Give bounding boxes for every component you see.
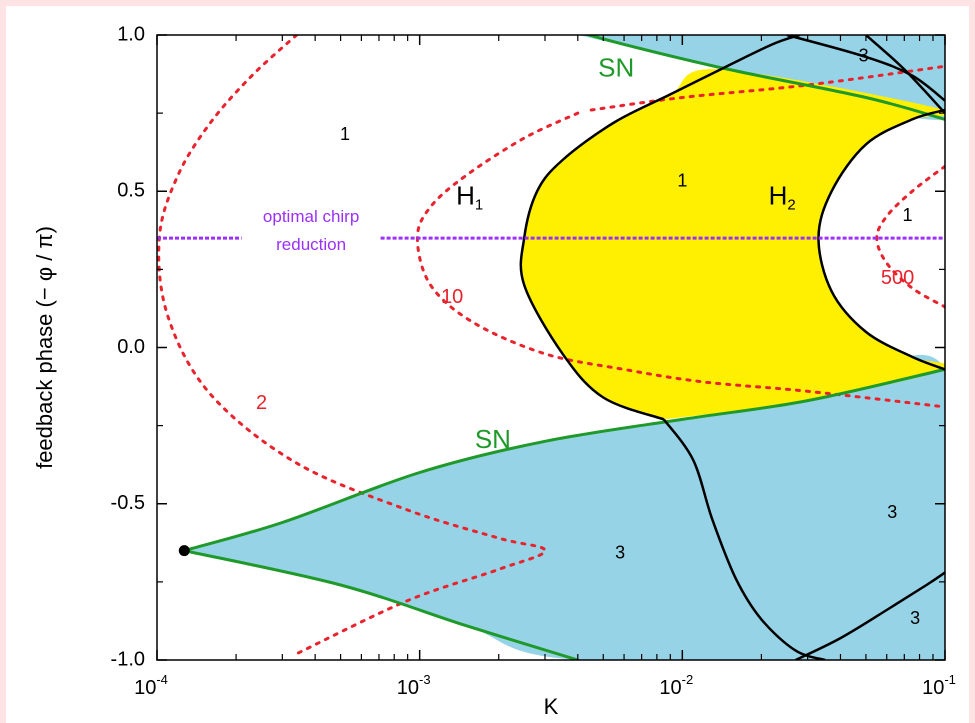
annotation-label: SN xyxy=(598,52,634,82)
hopf-curve xyxy=(662,418,826,660)
figure-frame: optimal chirp reduction 1 1 1 3 3 3 3 2 10 500 SN SN… xyxy=(6,6,969,723)
region-sn xyxy=(184,355,945,660)
annotation-label: 3 xyxy=(910,608,920,628)
axes-layer: 1.00.50.0-0.5-1.010-4 10-3 10-2 10-1Kfeedba… xyxy=(32,23,956,719)
hopf-curve xyxy=(795,571,945,660)
x-tick-exponent: -4 xyxy=(156,672,168,687)
x-tick-label: 10-4 xyxy=(134,672,168,699)
reference-line-layer: optimal chirp reduction xyxy=(157,207,945,557)
annotation-subscript: 1 xyxy=(475,196,483,213)
bifurcation-curves-layer xyxy=(183,35,945,660)
annotation-label: 1 xyxy=(340,124,350,144)
x-tick-exponent: -3 xyxy=(419,672,431,687)
y-tick-label: -1.0 xyxy=(111,648,145,670)
chirp-contours-layer xyxy=(157,35,945,656)
y-tick-label: 1.0 xyxy=(117,23,145,45)
annotation-label: 3 xyxy=(615,543,625,563)
annotation-label: 2 xyxy=(256,392,267,414)
sn-curve xyxy=(183,549,579,660)
sn-curve xyxy=(183,367,945,553)
sn-curve xyxy=(583,35,945,121)
hopf-curve xyxy=(786,35,945,102)
y-tick-label: 0.5 xyxy=(117,180,145,202)
y-axis-title: feedback phase (− φ / π) xyxy=(32,226,57,469)
x-tick-label: 10-3 xyxy=(397,672,431,699)
hopf-curve xyxy=(865,35,945,114)
region-h xyxy=(520,69,945,420)
x-tick-label: 10-2 xyxy=(659,672,693,699)
bifurcation-chart: optimal chirp reduction 1 1 1 3 3 3 3 2 10 500 SN SN… xyxy=(32,23,956,719)
codimension-point-marker xyxy=(178,545,190,557)
annotation-label: SN xyxy=(475,424,511,454)
optimal-chirp-label: reduction xyxy=(276,235,346,254)
annotation-subscript: 2 xyxy=(787,196,795,213)
annotation-label: 3 xyxy=(887,502,897,522)
hopf-curve-h1 xyxy=(519,35,801,421)
hopf-curve-h2 xyxy=(817,108,945,371)
x-axis-title: K xyxy=(544,694,559,719)
annotation-label: 500 xyxy=(881,267,914,289)
annotation-label: 1 xyxy=(677,171,687,191)
x-tick-label: 10-1 xyxy=(922,672,956,699)
annotation-label: 10 xyxy=(441,286,463,308)
annotation-label: 1 xyxy=(903,205,913,225)
y-tick-label: 0.0 xyxy=(117,336,145,358)
x-tick-exponent: -2 xyxy=(682,672,694,687)
chirp-contour xyxy=(589,64,945,112)
optimal-chirp-label: optimal chirp xyxy=(263,207,359,226)
chirp-contour-500 xyxy=(875,164,945,309)
annotation-label: 3 xyxy=(859,46,869,66)
y-tick-label: -0.5 xyxy=(111,492,145,514)
x-tick-exponent: -1 xyxy=(944,672,956,687)
chirp-contour-2 xyxy=(157,35,547,656)
